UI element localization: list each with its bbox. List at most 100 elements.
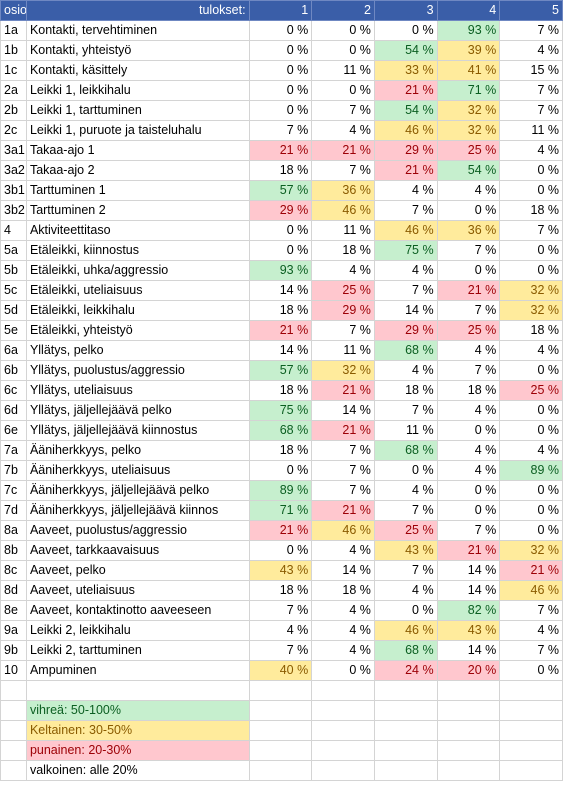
empty-cell[interactable]	[248, 740, 313, 761]
value-cell-col-5[interactable]: 32 %	[499, 280, 563, 301]
value-cell-col-4[interactable]: 93 %	[436, 20, 501, 41]
empty-cell[interactable]	[499, 720, 563, 741]
value-cell-col-1[interactable]: 68 %	[248, 420, 313, 441]
row-name-cell[interactable]: Etäleikki, yhteistyö	[25, 320, 250, 341]
value-cell-col-3[interactable]: 33 %	[373, 60, 438, 81]
value-cell-col-4[interactable]: 21 %	[436, 540, 501, 561]
value-cell-col-2[interactable]: 21 %	[311, 380, 375, 401]
value-cell-col-1[interactable]: 18 %	[248, 380, 313, 401]
row-id-cell[interactable]: 3a1	[0, 140, 27, 161]
value-cell-col-1[interactable]: 18 %	[248, 160, 313, 181]
empty-cell[interactable]	[436, 680, 501, 701]
value-cell-col-1[interactable]: 7 %	[248, 120, 313, 141]
value-cell-col-4[interactable]: 7 %	[436, 300, 501, 321]
value-cell-col-5[interactable]: 4 %	[499, 620, 563, 641]
value-cell-col-3[interactable]: 7 %	[373, 500, 438, 521]
empty-cell[interactable]	[311, 740, 375, 761]
value-cell-col-1[interactable]: 21 %	[248, 140, 313, 161]
value-cell-col-5[interactable]: 0 %	[499, 260, 563, 281]
value-cell-col-3[interactable]: 7 %	[373, 280, 438, 301]
value-cell-col-2[interactable]: 21 %	[311, 500, 375, 521]
row-name-cell[interactable]: Kontakti, käsittely	[25, 60, 250, 81]
value-cell-col-1[interactable]: 40 %	[248, 660, 313, 681]
value-cell-col-5[interactable]: 7 %	[499, 100, 563, 121]
empty-cell[interactable]	[436, 720, 501, 741]
value-cell-col-2[interactable]: 0 %	[311, 660, 375, 681]
row-name-cell[interactable]: Etäleikki, uteliaisuus	[25, 280, 250, 301]
value-cell-col-4[interactable]: 39 %	[436, 40, 501, 61]
value-cell-col-1[interactable]: 57 %	[248, 180, 313, 201]
value-cell-col-3[interactable]: 7 %	[373, 400, 438, 421]
value-cell-col-4[interactable]: 4 %	[436, 460, 501, 481]
value-cell-col-2[interactable]: 32 %	[311, 360, 375, 381]
row-name-cell[interactable]: Leikki 1, puruote ja taisteluhalu	[25, 120, 250, 141]
row-id-cell[interactable]: 5d	[0, 300, 27, 321]
row-name-cell[interactable]: Etäleikki, leikkihalu	[25, 300, 250, 321]
value-cell-col-3[interactable]: 54 %	[373, 40, 438, 61]
row-id-cell[interactable]: 7c	[0, 480, 27, 501]
value-cell-col-4[interactable]: 7 %	[436, 360, 501, 381]
value-cell-col-4[interactable]: 82 %	[436, 600, 501, 621]
empty-cell[interactable]	[248, 680, 313, 701]
value-cell-col-1[interactable]: 71 %	[248, 500, 313, 521]
value-cell-col-4[interactable]: 4 %	[436, 400, 501, 421]
value-cell-col-1[interactable]: 57 %	[248, 360, 313, 381]
row-id-cell[interactable]: 7d	[0, 500, 27, 521]
row-id-cell[interactable]: 6c	[0, 380, 27, 401]
value-cell-col-2[interactable]: 4 %	[311, 120, 375, 141]
row-id-cell[interactable]: 6d	[0, 400, 27, 421]
value-cell-col-2[interactable]: 11 %	[311, 220, 375, 241]
row-id-cell[interactable]: 9a	[0, 620, 27, 641]
row-id-cell[interactable]: 3b1	[0, 180, 27, 201]
empty-cell[interactable]	[311, 680, 375, 701]
value-cell-col-2[interactable]: 4 %	[311, 620, 375, 641]
row-id-cell[interactable]: 5e	[0, 320, 27, 341]
value-cell-col-4[interactable]: 0 %	[436, 200, 501, 221]
value-cell-col-1[interactable]: 18 %	[248, 580, 313, 601]
value-cell-col-3[interactable]: 4 %	[373, 260, 438, 281]
value-cell-col-3[interactable]: 46 %	[373, 120, 438, 141]
value-cell-col-1[interactable]: 14 %	[248, 280, 313, 301]
row-name-cell[interactable]: Yllätys, jäljellejäävä kiinnostus	[25, 420, 250, 441]
value-cell-col-2[interactable]: 7 %	[311, 100, 375, 121]
value-cell-col-1[interactable]: 14 %	[248, 340, 313, 361]
value-cell-col-1[interactable]: 29 %	[248, 200, 313, 221]
value-cell-col-1[interactable]: 21 %	[248, 520, 313, 541]
value-cell-col-3[interactable]: 11 %	[373, 420, 438, 441]
value-cell-col-2[interactable]: 7 %	[311, 480, 375, 501]
value-cell-col-1[interactable]: 0 %	[248, 20, 313, 41]
value-cell-col-1[interactable]: 93 %	[248, 260, 313, 281]
value-cell-col-5[interactable]: 21 %	[499, 560, 563, 581]
legend-item[interactable]: vihreä: 50-100%	[25, 700, 250, 721]
value-cell-col-4[interactable]: 20 %	[436, 660, 501, 681]
value-cell-col-2[interactable]: 7 %	[311, 160, 375, 181]
value-cell-col-3[interactable]: 46 %	[373, 620, 438, 641]
value-cell-col-2[interactable]: 7 %	[311, 320, 375, 341]
value-cell-col-5[interactable]: 7 %	[499, 220, 563, 241]
value-cell-col-4[interactable]: 14 %	[436, 580, 501, 601]
value-cell-col-1[interactable]: 0 %	[248, 460, 313, 481]
value-cell-col-1[interactable]: 75 %	[248, 400, 313, 421]
value-cell-col-4[interactable]: 25 %	[436, 140, 501, 161]
row-id-cell[interactable]: 3a2	[0, 160, 27, 181]
value-cell-col-5[interactable]: 4 %	[499, 340, 563, 361]
header-col-1[interactable]: 1	[248, 0, 313, 21]
value-cell-col-2[interactable]: 14 %	[311, 400, 375, 421]
empty-cell[interactable]	[373, 700, 438, 721]
header-col-4[interactable]: 4	[436, 0, 501, 21]
row-id-cell[interactable]: 8c	[0, 560, 27, 581]
value-cell-col-2[interactable]: 11 %	[311, 60, 375, 81]
value-cell-col-5[interactable]: 25 %	[499, 380, 563, 401]
row-id-cell[interactable]: 6e	[0, 420, 27, 441]
empty-cell[interactable]	[436, 740, 501, 761]
value-cell-col-5[interactable]: 7 %	[499, 640, 563, 661]
legend-item[interactable]: punainen: 20-30%	[25, 740, 250, 761]
value-cell-col-1[interactable]: 0 %	[248, 540, 313, 561]
value-cell-col-3[interactable]: 75 %	[373, 240, 438, 261]
value-cell-col-3[interactable]: 43 %	[373, 540, 438, 561]
row-name-cell[interactable]: Tarttuminen 2	[25, 200, 250, 221]
value-cell-col-4[interactable]: 71 %	[436, 80, 501, 101]
row-id-cell[interactable]: 8b	[0, 540, 27, 561]
empty-cell[interactable]	[248, 760, 313, 781]
row-id-cell[interactable]: 5b	[0, 260, 27, 281]
